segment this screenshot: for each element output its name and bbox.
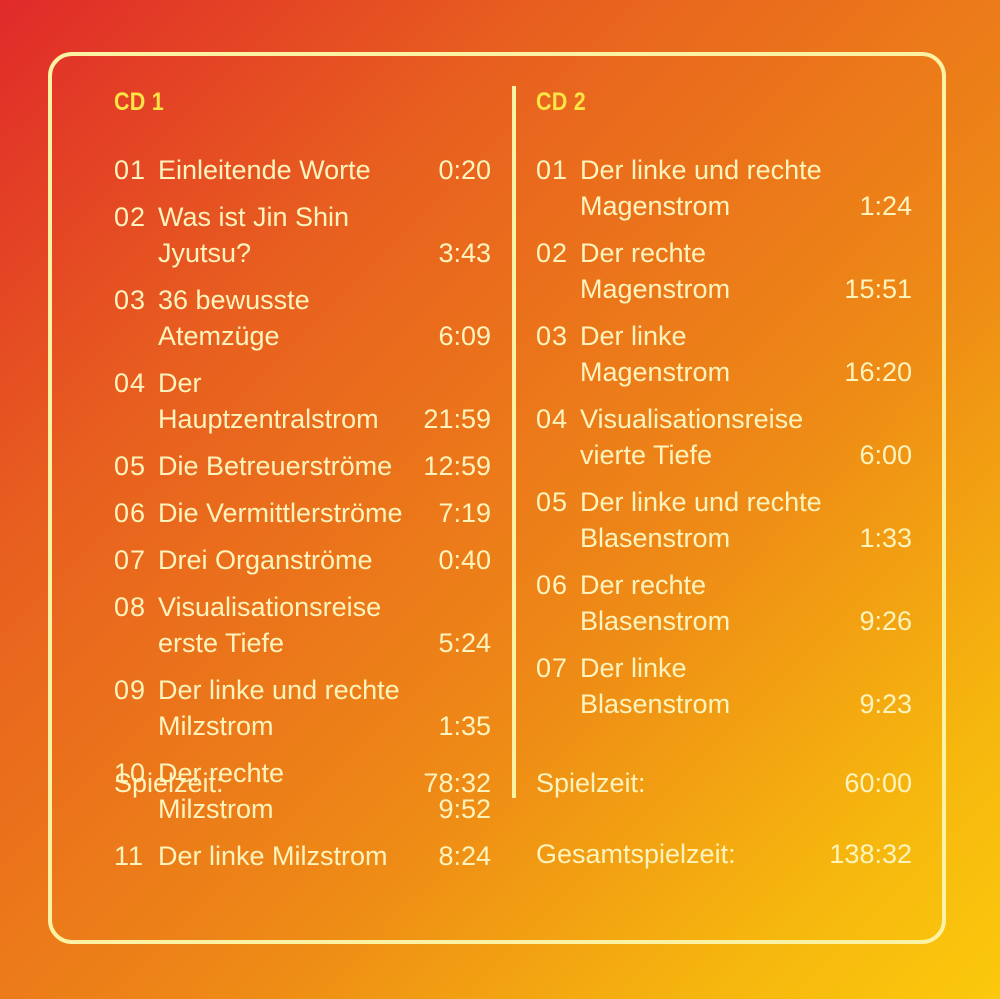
track-item: 02 Was ist Jin Shin Jyutsu? 3:43 [114, 199, 491, 271]
track-number: 04 [536, 404, 569, 434]
track-duration: 12:59 [423, 451, 491, 481]
track-duration: 5:24 [438, 628, 491, 658]
track-number: 06 [536, 570, 569, 600]
track-item: 01 Einleitende Worte 0:20 [114, 152, 491, 188]
track-number: 08 [114, 592, 147, 622]
cd2-tracklist: 01 Der linke und rechte Magenstrom 1:24 02 D… [536, 152, 912, 733]
track-duration: 1:35 [438, 711, 491, 741]
track-duration: 0:40 [438, 545, 491, 575]
track-number: 03 [536, 321, 569, 351]
track-title: Einleitende Worte [158, 155, 371, 185]
track-item: 03 Der linke Magenstrom 16:20 [536, 318, 912, 390]
track-duration: 15:51 [844, 274, 912, 304]
track-number: 02 [114, 202, 147, 232]
track-duration: 16:20 [844, 357, 912, 387]
cd1-playtime-value: 78:32 [423, 768, 491, 798]
track-duration: 9:23 [859, 689, 912, 719]
track-item: 07 Drei Organströme 0:40 [114, 542, 491, 578]
track-number: 02 [536, 238, 569, 268]
track-title: Visualisationsreise vierte Tiefe [580, 404, 804, 470]
track-item: 05 Die Betreuerströme 12:59 [114, 448, 491, 484]
track-title: Der linke und rechte Milzstrom [158, 675, 400, 741]
cd1-title: CD 1 [114, 88, 165, 116]
track-duration: 9:52 [438, 794, 491, 824]
track-item: 04 Der Hauptzentralstrom 21:59 [114, 365, 491, 437]
track-title: Der linke und rechte Magenstrom [580, 155, 822, 221]
track-title: Visualisationsreise erste Tiefe [158, 592, 382, 658]
cd1-playtime-label: Spielzeit: [114, 768, 224, 798]
total-playtime-label: Gesamtspielzeit: [536, 839, 736, 869]
track-item: 07 Der linke Blasenstrom 9:23 [536, 650, 912, 722]
track-item: 08 Visualisationsreise erste Tiefe 5:24 [114, 589, 491, 661]
total-playtime-value: 138:32 [829, 839, 912, 869]
track-number: 05 [114, 451, 147, 481]
track-number: 01 [536, 155, 569, 185]
track-item: 05 Der linke und rechte Blasenstrom 1:33 [536, 484, 912, 556]
cd1-tracklist: 01 Einleitende Worte 0:20 02 Was ist Jin Shi… [114, 152, 491, 885]
track-duration: 8:24 [438, 841, 491, 871]
track-duration: 6:09 [438, 321, 491, 351]
track-item: 04 Visualisationsreise vierte Tiefe 6:00 [536, 401, 912, 473]
track-duration: 0:20 [438, 155, 491, 185]
track-title: Was ist Jin Shin Jyutsu? [158, 202, 350, 268]
track-item: 03 36 bewusste Atemzüge 6:09 [114, 282, 491, 354]
track-item: 11 Der linke Milzstrom 8:24 [114, 838, 491, 874]
track-title: Drei Organströme [158, 545, 373, 575]
track-duration: 9:26 [859, 606, 912, 636]
track-duration: 7:19 [438, 498, 491, 528]
track-title: Der rechte Milzstrom [158, 758, 285, 824]
track-title: Der linke Blasenstrom [580, 653, 731, 719]
track-number: 10 [114, 758, 147, 788]
track-item: 01 Der linke und rechte Magenstrom 1:24 [536, 152, 912, 224]
track-number: 09 [114, 675, 147, 705]
track-title: 36 bewusste Atemzüge [158, 285, 310, 351]
cd2-playtime-label: Spielzeit: [536, 768, 646, 798]
track-title: Der rechte Blasenstrom [580, 570, 731, 636]
track-duration: 21:59 [423, 404, 491, 434]
cd2-playtime-value: 60:00 [844, 768, 912, 798]
track-number: 07 [114, 545, 147, 575]
column-divider [512, 86, 516, 798]
tracklist-frame [48, 52, 946, 944]
track-number: 01 [114, 155, 147, 185]
track-number: 07 [536, 653, 569, 683]
track-duration: 1:24 [859, 191, 912, 221]
cd2-title: CD 2 [536, 88, 587, 116]
track-number: 05 [536, 487, 569, 517]
track-title: Der Hauptzentralstrom [158, 368, 379, 434]
track-duration: 3:43 [438, 238, 491, 268]
track-duration: 6:00 [859, 440, 912, 470]
track-title: Die Vermittlerströme [158, 498, 403, 528]
track-title: Der linke Magenstrom [580, 321, 731, 387]
track-item: 10 Der rechte Milzstrom 9:52 [114, 755, 491, 827]
track-title: Die Betreuerströme [158, 451, 393, 481]
track-title: Der linke Milzstrom [158, 841, 388, 871]
track-item: 02 Der rechte Magenstrom 15:51 [536, 235, 912, 307]
track-number: 11 [114, 841, 145, 871]
track-number: 06 [114, 498, 147, 528]
track-number: 04 [114, 368, 147, 398]
track-title: Der rechte Magenstrom [580, 238, 731, 304]
track-duration: 1:33 [859, 523, 912, 553]
track-number: 03 [114, 285, 147, 315]
track-item: 09 Der linke und rechte Milzstrom 1:35 [114, 672, 491, 744]
track-item: 06 Der rechte Blasenstrom 9:26 [536, 567, 912, 639]
track-title: Der linke und rechte Blasenstrom [580, 487, 822, 553]
track-item: 06 Die Vermittlerströme 7:19 [114, 495, 491, 531]
